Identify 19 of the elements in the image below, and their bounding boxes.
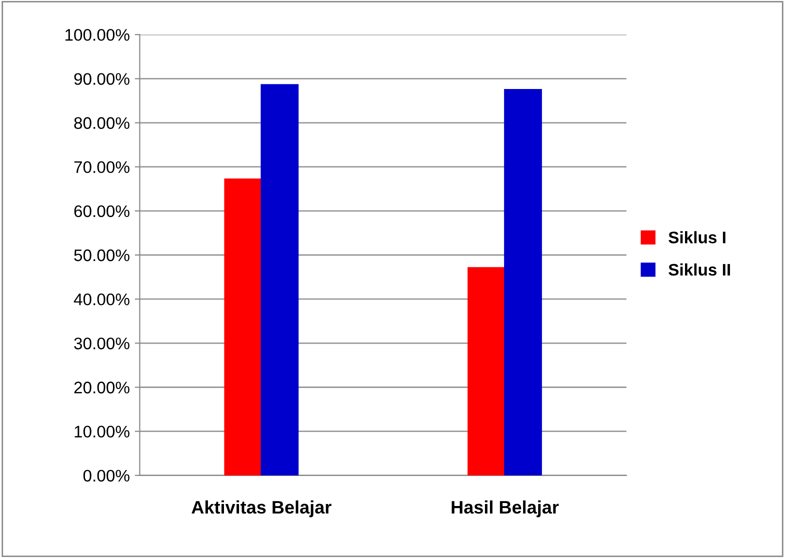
y-tick-label: 70.00% — [74, 161, 130, 174]
y-tick-label: 30.00% — [74, 338, 130, 350]
y-tick-label: 60.00% — [74, 205, 130, 218]
y-tick-label: 40.00% — [74, 293, 130, 306]
y-tick-label: 100.00% — [65, 28, 130, 41]
y-tick-label: 20.00% — [74, 382, 130, 394]
x-tick-label: Aktivitas Belajar — [192, 500, 332, 518]
x-tick-label: Hasil Belajar — [452, 500, 559, 518]
legend-label: Siklus II — [668, 263, 730, 276]
bar — [260, 84, 299, 476]
y-tick-label: 90.00% — [74, 73, 130, 85]
bar — [224, 178, 262, 476]
y-tick-label: 0.00% — [83, 470, 130, 482]
legend-label: Siklus I — [668, 231, 726, 244]
y-tick-label: 10.00% — [74, 426, 130, 438]
y-tick-label: 50.00% — [74, 249, 130, 262]
bar — [468, 267, 506, 476]
bar — [504, 89, 542, 476]
y-tick-label: 80.00% — [74, 117, 130, 129]
